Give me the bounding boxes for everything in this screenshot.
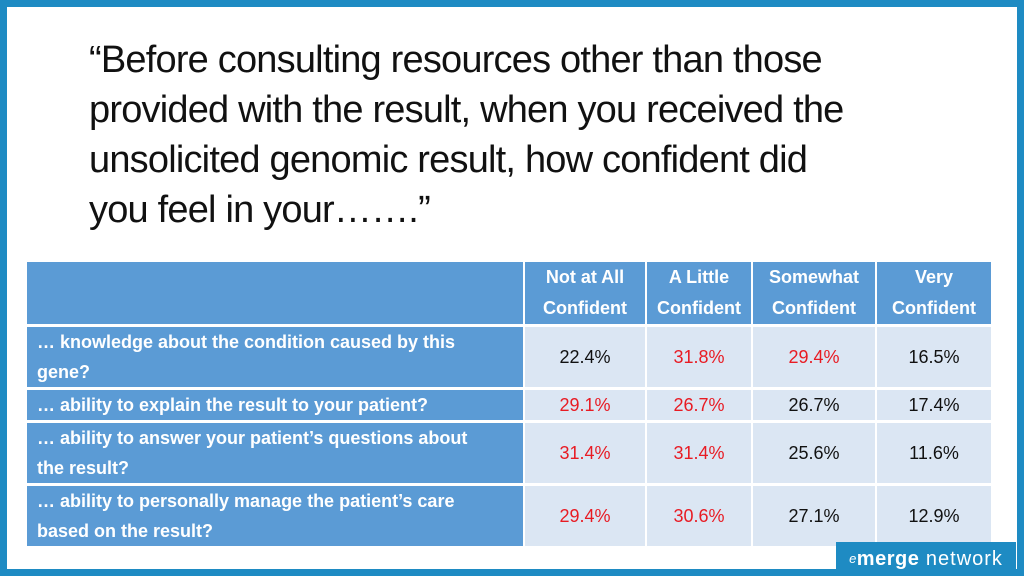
logo-bold: merge <box>856 548 920 570</box>
header-a-little-confident: A Little Confident <box>647 262 751 324</box>
header-line: A Little <box>668 267 730 287</box>
header-blank-cell <box>27 262 523 324</box>
row-label-line: based on the result? <box>37 521 214 541</box>
value-cell: 31.4% <box>647 423 751 483</box>
row-label-line: … ability to personally manage the patie… <box>37 491 455 511</box>
header-not-at-all-confident: Not at All Confident <box>525 262 645 324</box>
value-cell: 11.6% <box>877 423 991 483</box>
header-somewhat-confident: Somewhat Confident <box>753 262 875 324</box>
logo-suffix: network <box>919 548 1003 570</box>
emerge-network-logo: emerge network <box>836 542 1016 576</box>
row-label-line: … ability to answer your patient’s quest… <box>37 428 468 448</box>
header-line: Not at All <box>545 267 625 287</box>
title-line: unsolicited genomic result, how confiden… <box>89 139 808 181</box>
header-line: Confident <box>892 298 976 318</box>
value-cell: 29.1% <box>525 390 645 420</box>
header-line: Confident <box>772 298 856 318</box>
value-cell: 29.4% <box>525 486 645 546</box>
header-line: Somewhat <box>768 267 860 287</box>
title-line: “Before consulting resources other than … <box>89 39 823 81</box>
value-cell: 26.7% <box>753 390 875 420</box>
header-very-confident: Very Confident <box>877 262 991 324</box>
row-label-line: the result? <box>37 458 130 478</box>
table-row: … knowledge about the condition caused b… <box>27 327 991 387</box>
value-cell: 26.7% <box>647 390 751 420</box>
value-cell: 30.6% <box>647 486 751 546</box>
value-cell: 16.5% <box>877 327 991 387</box>
table-row: … ability to personally manage the patie… <box>27 486 991 546</box>
row-label-line: … ability to explain the result to your … <box>37 395 429 415</box>
table-row: … ability to answer your patient’s quest… <box>27 423 991 483</box>
table-row: … ability to explain the result to your … <box>27 390 991 420</box>
row-label-manage-care: … ability to personally manage the patie… <box>27 486 523 546</box>
row-label-line: … knowledge about the condition caused b… <box>37 332 456 352</box>
slide-title: “Before consulting resources other than … <box>89 35 969 235</box>
row-label-answer-questions: … ability to answer your patient’s quest… <box>27 423 523 483</box>
title-line: you feel in your…….” <box>89 189 431 231</box>
value-cell: 22.4% <box>525 327 645 387</box>
header-line: Confident <box>543 298 627 318</box>
header-line: Very <box>914 267 954 287</box>
value-cell: 29.4% <box>753 327 875 387</box>
value-cell: 17.4% <box>877 390 991 420</box>
value-cell: 12.9% <box>877 486 991 546</box>
logo-prefix: e <box>849 551 857 566</box>
row-label-knowledge: … knowledge about the condition caused b… <box>27 327 523 387</box>
header-line: Confident <box>657 298 741 318</box>
confidence-table: Not at All Confident A Little Confident … <box>25 259 993 549</box>
value-cell: 31.8% <box>647 327 751 387</box>
value-cell: 27.1% <box>753 486 875 546</box>
value-cell: 31.4% <box>525 423 645 483</box>
title-line: provided with the result, when you recei… <box>89 89 844 131</box>
row-label-explain: … ability to explain the result to your … <box>27 390 523 420</box>
row-label-line: gene? <box>37 362 91 382</box>
value-cell: 25.6% <box>753 423 875 483</box>
table-header-row: Not at All Confident A Little Confident … <box>27 262 991 324</box>
